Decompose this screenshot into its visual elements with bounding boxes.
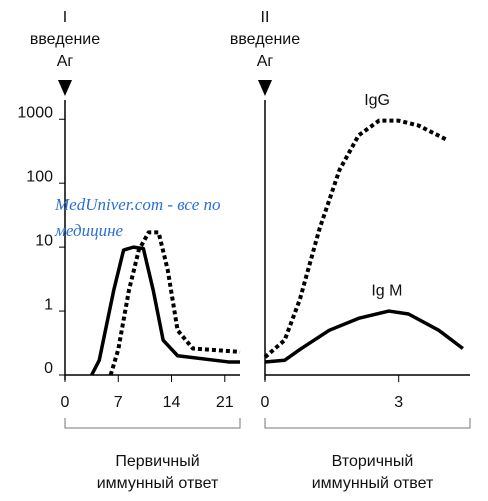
arrow <box>258 80 272 96</box>
line <box>264 309 464 364</box>
caption: иммунный ответ <box>97 475 219 492</box>
line <box>90 245 240 376</box>
annotation: введение <box>230 31 300 48</box>
x-tick-label: 3 <box>394 394 403 411</box>
caption: Вторичный <box>332 453 414 470</box>
caption: иммунный ответ <box>312 475 434 492</box>
annotation: Аг <box>257 53 274 70</box>
y-tick-label: 10 <box>35 232 53 249</box>
line <box>108 230 241 376</box>
line <box>263 118 449 359</box>
x-tick-label: 14 <box>163 394 181 411</box>
watermark: медицине <box>54 221 124 240</box>
bracket <box>64 418 241 429</box>
annotation: I <box>63 9 67 26</box>
x-tick-label: 7 <box>114 394 123 411</box>
arrow <box>58 80 72 96</box>
annotation: введение <box>30 31 100 48</box>
annotation: II <box>261 9 270 26</box>
x-tick-label: 0 <box>61 394 70 411</box>
caption: Первичный <box>115 453 199 470</box>
bracket <box>264 418 471 429</box>
x-tick-label: 0 <box>261 394 270 411</box>
series-label: IgG <box>364 92 390 109</box>
y-tick-label: 0 <box>44 360 53 377</box>
y-tick-label: 100 <box>26 168 53 185</box>
y-tick-label: 1000 <box>17 104 53 121</box>
x-tick-label: 21 <box>216 394 234 411</box>
watermark: MedUniver.com - все по <box>54 195 221 214</box>
annotation: Аг <box>57 53 74 70</box>
y-tick-label: 1 <box>44 296 53 313</box>
series-label: Ig M <box>371 282 402 299</box>
